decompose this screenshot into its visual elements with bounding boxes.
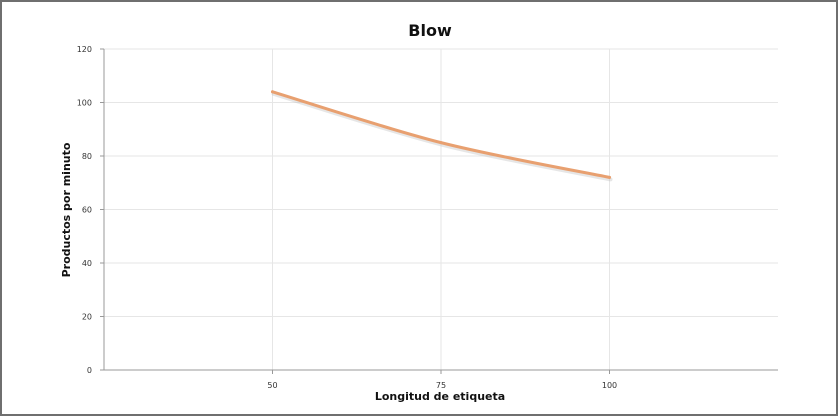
series-line-shadow [271,91,613,182]
y-axis-title: Productos por minuto [60,142,73,277]
y-tick-label: 0 [87,366,92,375]
data-point-1 [439,141,443,145]
x-tick-label: 100 [602,381,617,390]
x-axis-title: Longitud de etiqueta [375,390,505,403]
y-tick-label: 20 [82,313,92,322]
x-tick-label: 50 [267,381,277,390]
y-tick-label: 80 [82,152,92,161]
chart-title: Blow [408,21,452,40]
tick-labels: 0 20 40 60 80 100 120 50 75 100 [77,45,617,390]
y-tick-label: 120 [77,45,92,54]
x-tick-label: 75 [436,381,446,390]
y-tick-label: 40 [82,259,92,268]
series-group [271,90,613,182]
data-point-2 [608,175,611,179]
y-tick-label: 100 [77,99,92,108]
axes [100,48,778,374]
grid-lines [104,48,778,370]
data-point-0 [271,90,274,94]
y-tick-label: 60 [82,206,92,215]
